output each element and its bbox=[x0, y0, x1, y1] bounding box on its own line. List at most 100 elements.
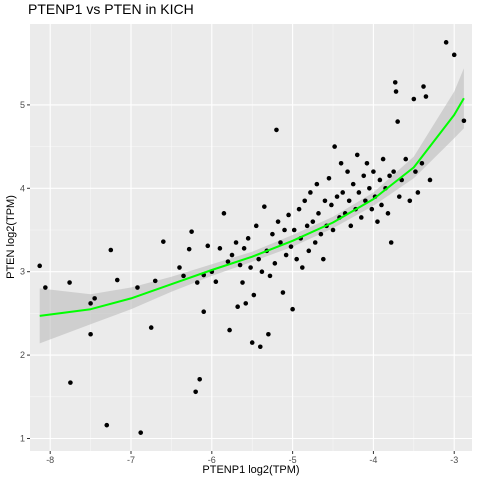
data-point bbox=[326, 175, 332, 181]
data-point bbox=[461, 118, 467, 124]
data-point bbox=[395, 119, 400, 124]
y-tick-label: 3 bbox=[20, 267, 25, 277]
data-point bbox=[354, 152, 360, 158]
data-point bbox=[312, 240, 318, 245]
data-point bbox=[419, 160, 425, 166]
data-point bbox=[181, 273, 186, 279]
data-point bbox=[443, 40, 449, 45]
data-point bbox=[304, 223, 310, 229]
data-point bbox=[67, 280, 72, 285]
data-point bbox=[275, 219, 281, 224]
data-point bbox=[37, 263, 42, 269]
data-point bbox=[251, 292, 257, 298]
x-axis-title: PTENP1 log2(TPM) bbox=[202, 464, 299, 476]
data-point bbox=[135, 285, 140, 290]
x-tick-label: -6 bbox=[208, 455, 216, 465]
data-point bbox=[272, 261, 278, 266]
data-point bbox=[235, 304, 240, 310]
data-point bbox=[367, 185, 372, 191]
data-point bbox=[221, 211, 227, 216]
data-point bbox=[345, 169, 350, 174]
data-point bbox=[282, 227, 287, 233]
data-point bbox=[43, 285, 48, 290]
data-point bbox=[451, 52, 457, 58]
data-point bbox=[290, 306, 295, 312]
data-point bbox=[194, 280, 200, 285]
data-point bbox=[358, 215, 364, 220]
data-point bbox=[240, 280, 245, 285]
data-point bbox=[161, 239, 166, 244]
data-point bbox=[310, 219, 316, 224]
data-point bbox=[375, 219, 380, 224]
data-point bbox=[256, 256, 261, 262]
data-point bbox=[314, 181, 320, 187]
data-point bbox=[308, 190, 313, 195]
data-point bbox=[88, 301, 93, 306]
data-point bbox=[407, 198, 413, 204]
x-tick-label: -8 bbox=[46, 455, 54, 465]
data-point bbox=[346, 198, 352, 204]
data-point bbox=[280, 290, 286, 295]
data-point bbox=[330, 227, 336, 233]
data-point bbox=[334, 194, 340, 199]
data-point bbox=[88, 331, 93, 337]
data-points bbox=[37, 40, 467, 435]
data-point bbox=[217, 246, 223, 251]
data-point bbox=[380, 156, 386, 162]
y-tick-label: 1 bbox=[20, 433, 25, 443]
data-point bbox=[114, 277, 120, 283]
data-point bbox=[387, 173, 392, 179]
data-point bbox=[257, 344, 263, 350]
data-point bbox=[391, 169, 396, 174]
data-point bbox=[249, 340, 255, 345]
data-point bbox=[403, 156, 409, 162]
x-tick-label: -5 bbox=[289, 455, 297, 465]
data-point bbox=[229, 252, 235, 258]
data-point bbox=[302, 198, 308, 204]
data-point bbox=[411, 96, 417, 102]
data-point bbox=[68, 380, 73, 385]
data-point bbox=[108, 247, 114, 253]
data-point bbox=[213, 279, 219, 285]
data-point bbox=[340, 190, 346, 195]
y-axis-title: PTEN log2(TPM) bbox=[5, 195, 17, 279]
data-point bbox=[369, 206, 375, 212]
minor-gridlines bbox=[30, 24, 472, 451]
data-point bbox=[321, 256, 326, 262]
y-tick-label: 4 bbox=[20, 183, 25, 193]
data-point bbox=[245, 236, 251, 241]
data-point bbox=[262, 204, 267, 209]
data-point bbox=[148, 325, 154, 330]
chart-title: PTENP1 vs PTEN in KICH bbox=[28, 1, 194, 17]
data-point bbox=[152, 278, 158, 284]
data-point bbox=[259, 269, 265, 274]
data-point bbox=[350, 181, 356, 187]
data-point bbox=[205, 243, 211, 249]
y-tick-label: 2 bbox=[20, 350, 25, 360]
data-point bbox=[388, 240, 394, 245]
data-point bbox=[243, 301, 249, 306]
plot-panel bbox=[30, 24, 472, 451]
data-point bbox=[296, 206, 302, 212]
y-axis-ticks: 1 2 3 4 5 bbox=[20, 100, 30, 443]
data-point bbox=[193, 389, 198, 395]
fit-line bbox=[39, 97, 465, 317]
data-point bbox=[233, 240, 239, 245]
confidence-band bbox=[39, 68, 464, 344]
data-point bbox=[227, 327, 232, 333]
x-axis-ticks: -8 -7 -6 -5 -4 -3 bbox=[46, 451, 458, 465]
data-point bbox=[237, 262, 243, 268]
y-tick-label: 5 bbox=[20, 100, 25, 110]
data-point bbox=[201, 309, 207, 315]
data-point bbox=[377, 177, 383, 183]
data-point bbox=[371, 169, 376, 174]
data-point bbox=[104, 422, 110, 428]
data-point bbox=[338, 160, 344, 166]
x-tick-label: -3 bbox=[450, 455, 458, 465]
data-point bbox=[379, 202, 384, 208]
data-point bbox=[385, 211, 391, 216]
data-point bbox=[322, 198, 328, 204]
data-point bbox=[177, 265, 182, 270]
data-point bbox=[294, 256, 299, 262]
data-point bbox=[329, 202, 334, 208]
